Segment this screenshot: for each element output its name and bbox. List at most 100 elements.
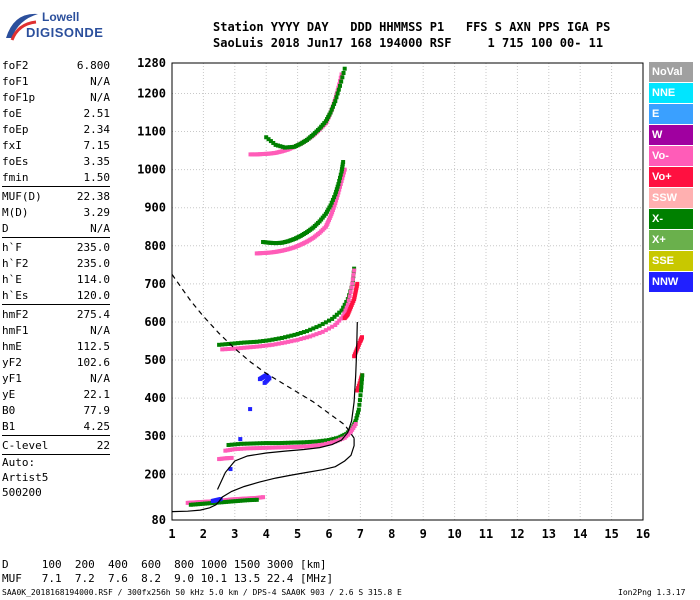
echo-point [286, 339, 291, 344]
echo-point [273, 441, 278, 446]
echo-point [342, 311, 347, 316]
echo-point [350, 277, 355, 282]
autoscale-info: 500200 [2, 486, 42, 499]
echo-point [223, 448, 228, 453]
param-row: foF2 6.800 [2, 57, 110, 73]
x-tick-label: 14 [573, 527, 587, 541]
param-separator [2, 435, 110, 436]
echo-point [355, 413, 360, 418]
echo-point [292, 338, 297, 343]
echo-point [292, 444, 297, 449]
echo-point [230, 447, 235, 452]
echo-point [339, 179, 344, 184]
echo-point [220, 342, 225, 347]
echo-point [279, 341, 284, 346]
echo-point [334, 436, 339, 441]
echo-point [330, 197, 335, 202]
echo-point [219, 500, 224, 505]
echo-point [344, 299, 349, 304]
echo-point [305, 444, 310, 449]
echo-point [276, 445, 281, 450]
param-value: 102.6 [76, 355, 110, 369]
echo-point [235, 341, 240, 346]
echo-point [337, 83, 342, 88]
echo-point [343, 308, 348, 313]
echo-point [311, 326, 316, 331]
echo-point [333, 192, 338, 197]
echo-point [311, 443, 316, 448]
echo-point [323, 328, 328, 333]
echo-point [195, 502, 200, 507]
echo-point [223, 347, 228, 352]
echo-point [238, 437, 243, 442]
echo-point [278, 144, 283, 149]
echo-point [314, 325, 319, 330]
echo-point [245, 345, 250, 350]
y-tick-label: 600 [144, 315, 166, 329]
echo-point [311, 333, 316, 338]
param-label: MUF(D) [2, 189, 42, 203]
echo-point [248, 446, 253, 451]
echo-point [305, 329, 310, 334]
echo-point [251, 344, 256, 349]
param-label: hmF2 [2, 307, 29, 321]
echo-point [357, 381, 362, 386]
echo-point [232, 447, 237, 452]
echo-point [248, 340, 253, 345]
echo-point [295, 331, 300, 336]
echo-point [329, 200, 334, 205]
x-tick-label: 10 [447, 527, 461, 541]
echo-point [330, 324, 335, 329]
echo-point [323, 211, 328, 216]
echo-point [339, 79, 344, 84]
echo-point [202, 501, 207, 506]
y-tick-label: 700 [144, 277, 166, 291]
echo-point [280, 144, 285, 149]
echo-point [329, 107, 334, 112]
echo-point [264, 135, 269, 140]
echo-point [305, 335, 310, 340]
echo-point [283, 335, 288, 340]
param-label: D [2, 221, 9, 235]
y-tick-label: 1200 [137, 86, 166, 100]
param-row: h`Es 120.0 [2, 287, 110, 303]
echo-point [334, 312, 339, 317]
param-label: h`E [2, 272, 22, 286]
echo-point [235, 346, 240, 351]
echo-point [233, 499, 238, 504]
echo-point [273, 445, 278, 450]
echo-point [231, 499, 236, 504]
echo-point [232, 341, 237, 346]
echo-point [330, 316, 335, 321]
echo-point [317, 439, 322, 444]
echo-point [314, 332, 319, 337]
echo-point [330, 440, 335, 445]
echo-point [239, 446, 244, 451]
echo-point [271, 140, 276, 145]
echo-point [320, 442, 325, 447]
param-value: 2.51 [83, 106, 111, 120]
muf-curve [171, 274, 355, 439]
echo-point [207, 501, 212, 506]
echo-point [205, 501, 210, 506]
echo-point [357, 402, 362, 407]
echo-point [358, 393, 363, 398]
param-label: B1 [2, 419, 16, 433]
echo-point [341, 305, 346, 310]
x-tick-label: 15 [604, 527, 618, 541]
echo-point [350, 281, 355, 286]
echo-point [305, 440, 310, 445]
param-row: fxI 7.15 [2, 137, 110, 153]
echo-point [331, 436, 336, 441]
param-label: hmE [2, 339, 22, 353]
legend-item: W [649, 125, 693, 145]
echo-point [242, 340, 247, 345]
x-tick-label: 5 [294, 527, 301, 541]
echo-point [323, 441, 328, 446]
distance-row: D 100 200 400 600 800 1000 1500 3000 [km… [2, 558, 327, 571]
echo-point [286, 445, 291, 450]
legend-item: X- [649, 209, 693, 229]
param-label: yF2 [2, 355, 22, 369]
echo-point [340, 162, 345, 167]
echo-point [235, 498, 240, 503]
